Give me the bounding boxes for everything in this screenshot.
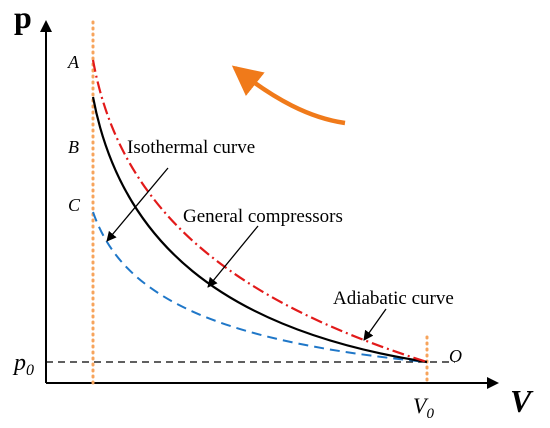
adiabatic-leader	[363, 308, 387, 341]
isothermal-curve	[92, 211, 428, 363]
p0-main: p	[12, 350, 26, 376]
v0-label: V0	[413, 393, 434, 422]
adiabatic-curve-label: Adiabatic curve	[333, 288, 454, 309]
p0-label: p0	[12, 350, 34, 379]
point-o-label: O	[449, 346, 462, 366]
isothermal-leader	[106, 167, 169, 242]
p0-subscript: 0	[26, 362, 34, 379]
general-compressors-label: General compressors	[183, 206, 343, 227]
general-compressor-curve	[91, 96, 428, 364]
isothermal-curve-label: Isothermal curve	[127, 137, 255, 158]
y-axis-label: p	[14, 0, 32, 35]
adiabatic-curve	[91, 59, 428, 364]
curved-arrow-icon	[231, 65, 346, 126]
v0-subscript: 0	[426, 406, 434, 422]
general-leader	[207, 225, 259, 288]
point-b-label: B	[68, 137, 79, 157]
v0-main: V	[413, 393, 429, 418]
point-c-label: C	[68, 195, 81, 215]
x-axis-label: V	[510, 383, 534, 419]
point-a-label: A	[67, 52, 80, 72]
